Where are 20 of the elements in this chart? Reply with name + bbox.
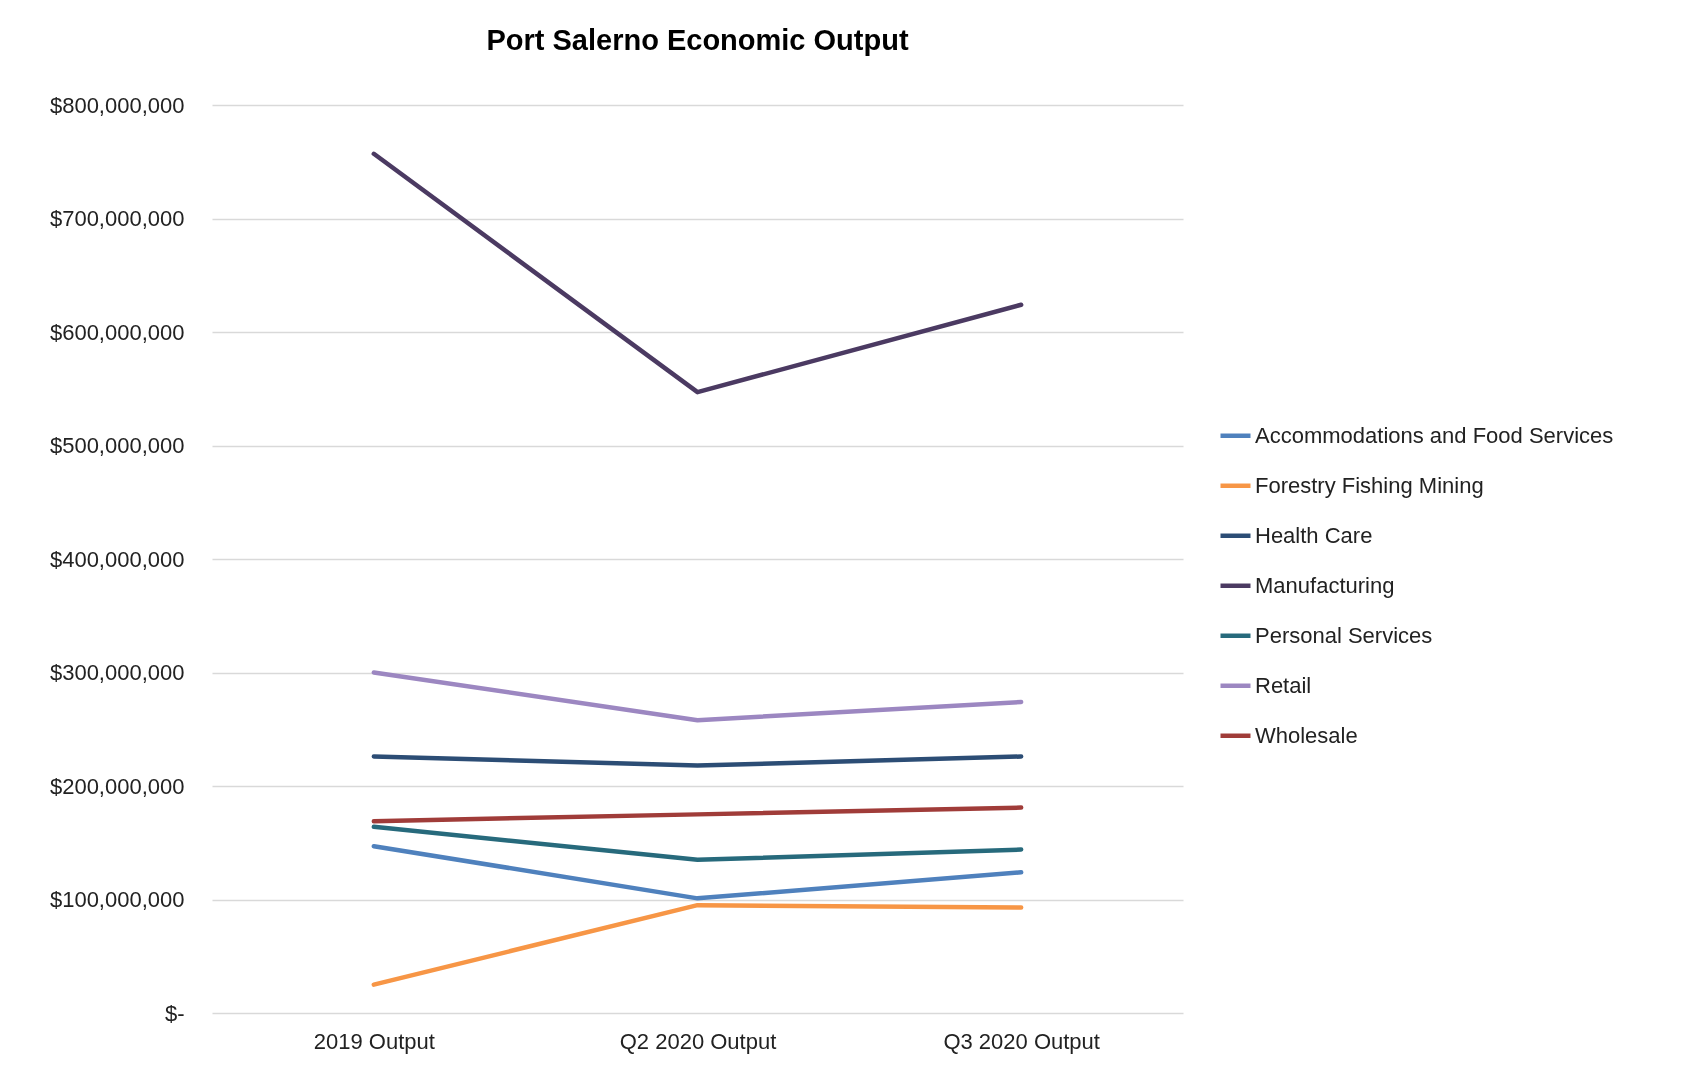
legend-label: Health Care — [1255, 522, 1373, 548]
x-tick-label: 2019 Output — [313, 1028, 435, 1054]
y-tick-label: $400,000,000 — [49, 546, 185, 572]
legend-label: Personal Services — [1255, 622, 1433, 648]
y-tick-label: $800,000,000 — [49, 92, 185, 118]
chart-title: Port Salerno Economic Output — [486, 24, 909, 56]
legend-label: Retail — [1255, 672, 1312, 698]
x-tick-label: Q3 2020 Output — [943, 1028, 1100, 1054]
legend-label: Wholesale — [1255, 722, 1358, 748]
x-tick-label: Q2 2020 Output — [619, 1028, 777, 1054]
y-tick-label: $600,000,000 — [49, 319, 185, 345]
legend-label: Manufacturing — [1255, 572, 1395, 598]
y-tick-label: $300,000,000 — [49, 660, 185, 685]
legend-label: Accommodations and Food Services — [1255, 422, 1614, 448]
y-tick-label: $700,000,000 — [49, 206, 185, 231]
y-tick-label: $100,000,000 — [49, 887, 185, 912]
y-tick-label: $200,000,000 — [49, 773, 185, 799]
y-tick-label: $- — [164, 1000, 185, 1026]
legend-label: Forestry Fishing Mining — [1255, 472, 1484, 498]
y-tick-label: $500,000,000 — [49, 433, 185, 458]
